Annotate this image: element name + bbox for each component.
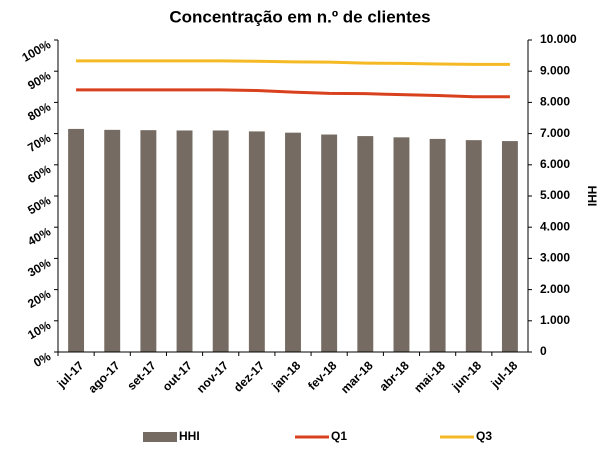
x-tick-label: nov-17 (194, 358, 231, 395)
bar (212, 130, 229, 352)
y2-axis-label: HHI (585, 186, 599, 207)
bar (104, 129, 121, 352)
legend-label: Q3 (476, 429, 492, 443)
x-tick-label: set-17 (124, 358, 159, 393)
bar (429, 138, 446, 352)
y2-tick-label: 1.000 (540, 313, 570, 327)
y2-tick-label: 6.000 (540, 157, 570, 171)
bar (501, 141, 518, 352)
x-tick-label: abr-18 (376, 358, 412, 394)
y-tick-label: 30% (25, 255, 53, 279)
y-tick-label: 90% (25, 68, 53, 92)
bar (357, 136, 374, 352)
y-tick-label: 50% (25, 193, 53, 217)
x-tick-label: jul-17 (54, 358, 87, 391)
line (76, 88, 510, 99)
y-tick-label: 10% (25, 318, 53, 342)
y-tick-label: 60% (25, 162, 53, 186)
y2-tick-label: 9.000 (540, 63, 570, 77)
bar (248, 131, 265, 352)
x-tick-label: dez-17 (231, 358, 268, 395)
chart-title: Concentração em n.º de clientes (169, 7, 430, 26)
y-tick-label: 80% (25, 99, 53, 123)
y2-tick-label: 7.000 (540, 126, 570, 140)
y2-tick-label: 2.000 (540, 282, 570, 296)
bar (465, 140, 482, 352)
y2-tick-label: 0 (540, 344, 547, 358)
bar (176, 130, 193, 352)
x-tick-label: mai-18 (411, 358, 448, 395)
y2-tick-label: 3.000 (540, 251, 570, 265)
x-tick-label: ago-17 (85, 358, 122, 395)
x-tick-label: jul-18 (488, 358, 521, 391)
legend-label: HHI (179, 429, 200, 443)
y-tick-label: 40% (25, 224, 53, 248)
bar (393, 137, 410, 352)
bar (285, 132, 301, 352)
y-tick-label: 20% (25, 287, 53, 311)
y-tick-label: 0% (31, 349, 53, 370)
x-tick-label: jun-18 (449, 358, 485, 394)
y2-tick-label: 8.000 (540, 95, 570, 109)
x-tick-label: mar-18 (338, 358, 376, 396)
y2-tick-label: 5.000 (540, 188, 570, 202)
line (76, 59, 510, 66)
x-tick-label: fev-18 (305, 358, 340, 393)
legend-swatch (143, 432, 177, 442)
bar (140, 130, 157, 352)
bar (68, 128, 85, 352)
x-tick-label: jan-18 (268, 358, 303, 393)
y-tick-label: 70% (25, 131, 53, 155)
y2-tick-label: 10.000 (540, 32, 577, 46)
y2-tick-label: 4.000 (540, 219, 570, 233)
bar (321, 134, 338, 352)
legend-label: Q1 (331, 429, 347, 443)
y-tick-label: 100% (19, 37, 53, 65)
x-tick-label: out-17 (160, 358, 196, 394)
